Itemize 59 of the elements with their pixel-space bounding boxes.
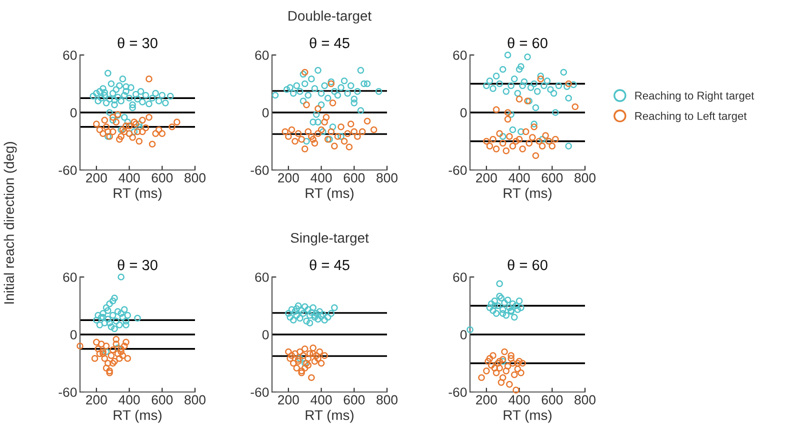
x-tick-label: 200 [278,173,299,182]
y-tick-label: -60 [448,388,467,397]
y-tick-label: 0 [70,330,77,340]
x-tick-label: 600 [152,173,173,182]
x-axis-title: RT (ms) [504,410,552,423]
legend-label: Reaching to Right target [635,91,754,102]
y-tick-label: -60 [250,166,269,175]
y-tick-label: -60 [448,166,467,175]
y-tick-label: 0 [460,330,467,340]
x-tick-label: 800 [184,173,206,182]
x-tick-label: 400 [118,395,140,404]
x-tick-label: 200 [86,173,107,182]
x-tick-label: 600 [542,173,563,182]
y-tick-label: -60 [250,388,269,397]
y-tick-label: 60 [255,50,269,60]
y-tick-label: 0 [70,108,77,118]
x-tick-label: 400 [118,173,140,182]
y-tick-label: 0 [262,330,269,340]
y-tick-label: 0 [262,108,269,118]
x-axis-title: RT (ms) [306,188,354,201]
chart-title: θ = 30 [118,37,158,48]
x-tick-label: 600 [344,173,365,182]
x-axis-title: RT (ms) [114,188,162,201]
chart-title: θ = 30 [118,259,158,270]
legend-label: Reaching to Left target [635,112,747,122]
chart-title: θ = 60 [508,37,548,48]
y-tick-label: 60 [255,272,269,282]
chart-title: θ = 45 [310,259,350,270]
x-tick-label: 600 [152,395,173,404]
y-tick-label: -60 [58,388,77,397]
x-tick-label: 400 [310,395,332,404]
chart-subtitle: Single-target [290,232,369,246]
y-tick-label: 60 [453,272,467,282]
x-tick-label: 200 [476,395,497,404]
y-axis-title: Initial reach direction (deg) [4,142,17,304]
x-tick-label: 800 [376,395,398,404]
chart-title: θ = 45 [310,37,350,48]
y-tick-label: 60 [63,272,77,282]
x-axis-title: RT (ms) [114,410,162,423]
x-tick-label: 400 [508,395,530,404]
x-axis-title: RT (ms) [504,188,552,201]
y-tick-label: 0 [460,108,467,118]
chart-subtitle: Double-target [288,10,372,24]
x-tick-label: 200 [86,395,107,404]
x-tick-label: 200 [476,173,497,182]
x-tick-label: 800 [574,173,596,182]
x-tick-label: 600 [542,395,563,404]
y-tick-label: 60 [453,50,467,60]
y-tick-label: -60 [58,166,77,175]
x-tick-label: 400 [310,173,332,182]
x-tick-label: 800 [574,395,596,404]
y-tick-label: 60 [63,50,77,60]
x-tick-label: 800 [376,173,398,182]
chart-title: θ = 60 [508,259,548,270]
x-tick-label: 200 [278,395,299,404]
x-tick-label: 600 [344,395,365,404]
x-tick-label: 400 [508,173,530,182]
x-axis-title: RT (ms) [306,410,354,423]
x-tick-label: 800 [184,395,206,404]
